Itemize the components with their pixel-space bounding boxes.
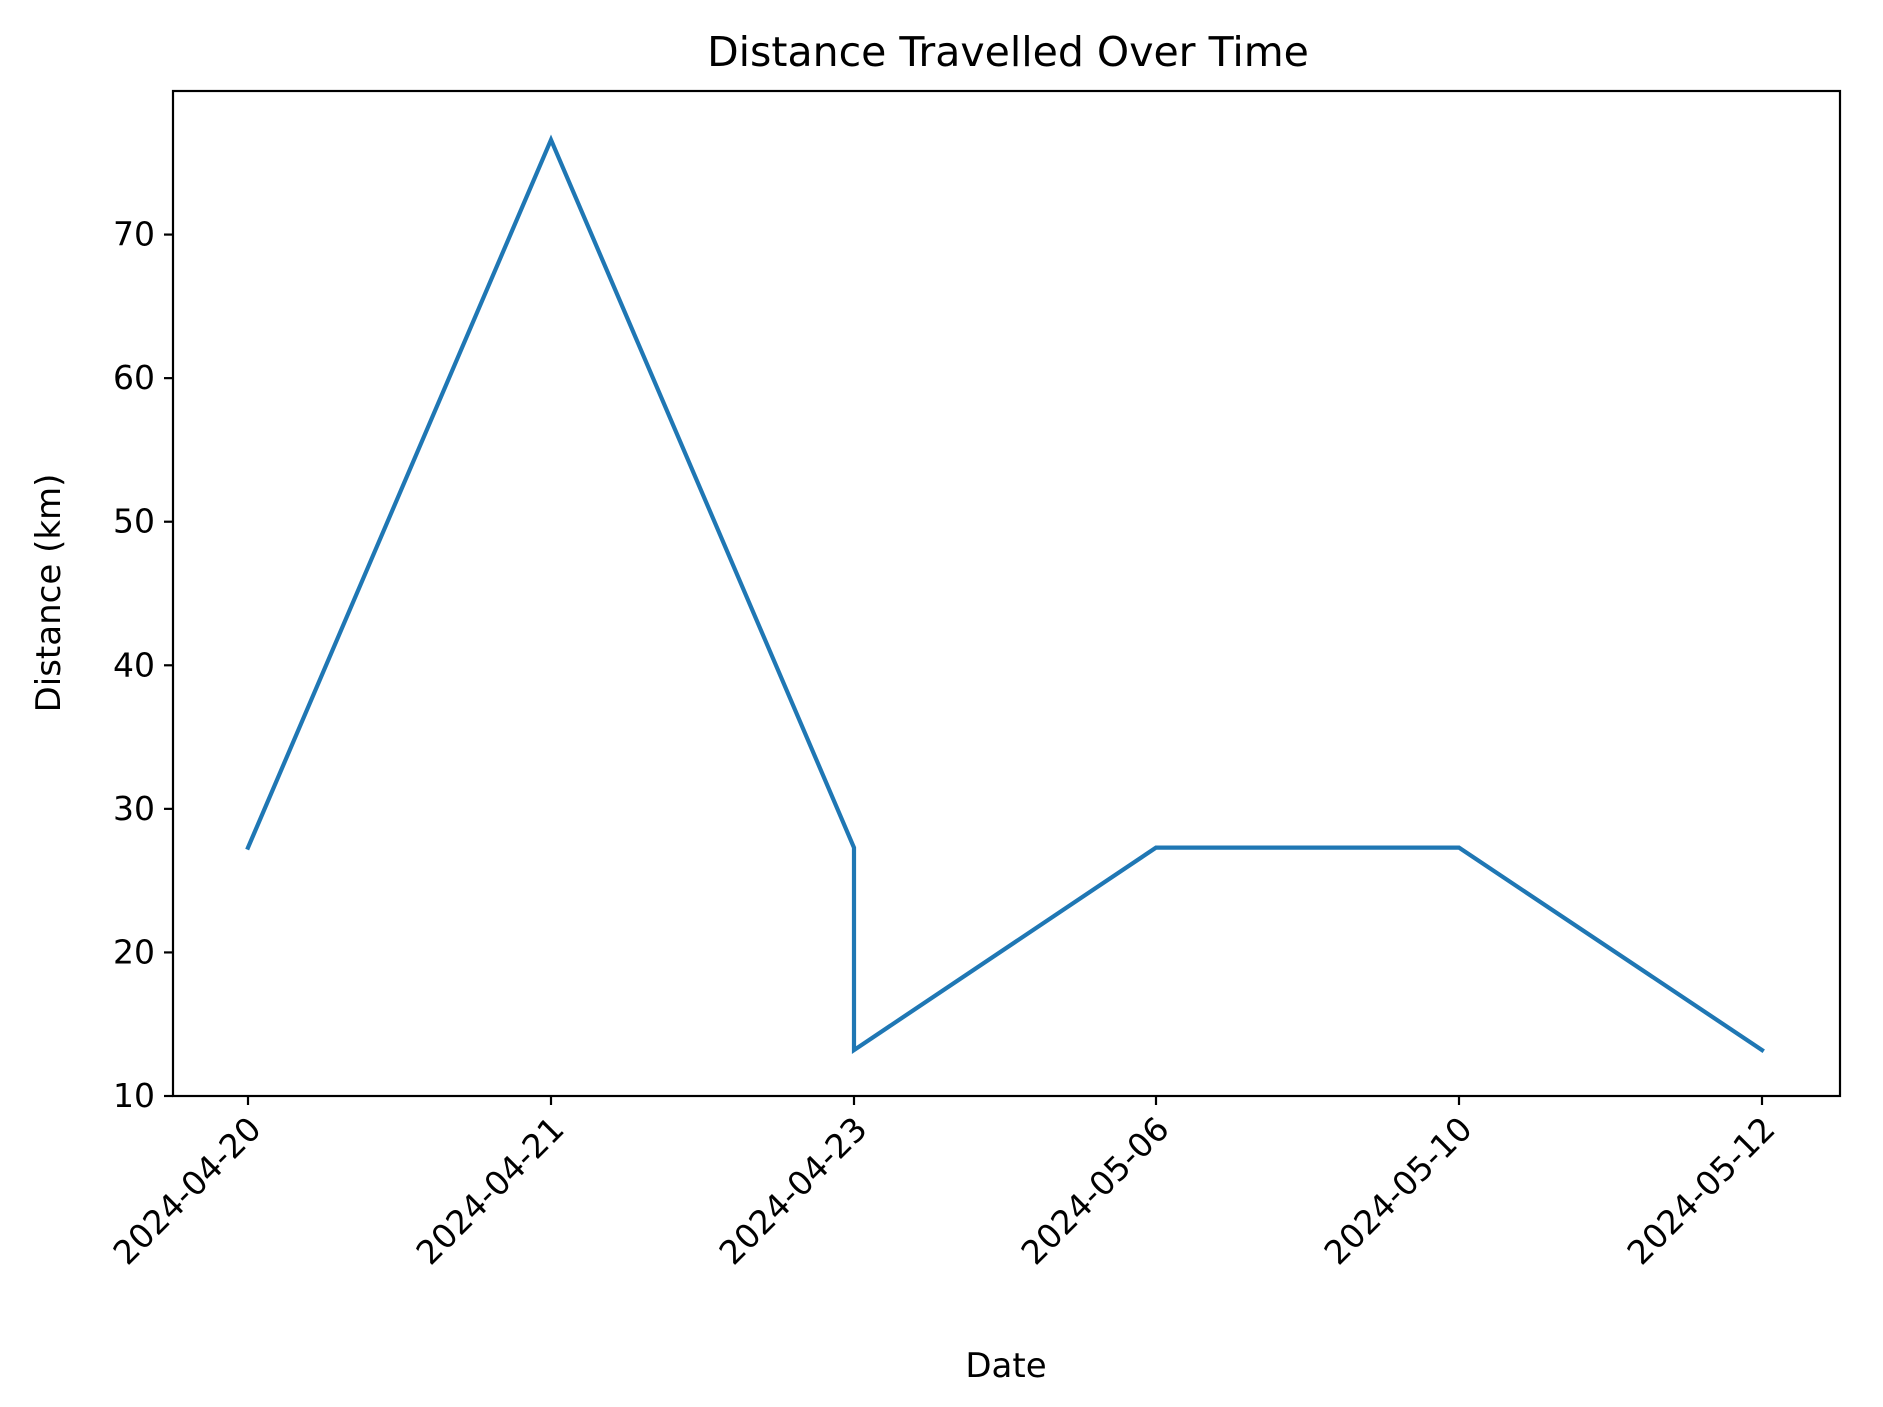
- x-tick-label: 2024-05-10: [1316, 1109, 1479, 1272]
- x-tick-label: 2024-04-20: [105, 1109, 268, 1272]
- y-axis: 10 20 30 40 50 60 70: [113, 215, 173, 1115]
- y-tick-label: 70: [113, 215, 155, 254]
- x-axis-label: Date: [965, 1346, 1046, 1386]
- series-line: [245, 134, 1765, 1054]
- y-tick-label: 40: [113, 645, 155, 684]
- y-tick-label: 50: [113, 502, 155, 541]
- y-tick-label: 10: [113, 1076, 155, 1115]
- x-tick-label: 2024-05-06: [1013, 1109, 1176, 1272]
- y-tick-label: 30: [113, 789, 155, 828]
- chart-title: Distance Travelled Over Time: [707, 28, 1309, 76]
- x-axis: 2024-04-20 2024-04-21 2024-04-23 2024-05-06…: [105, 1096, 1783, 1272]
- x-tick-label: 2024-04-21: [408, 1109, 571, 1272]
- plot-frame: [171, 89, 1842, 1098]
- x-tick-label: 2024-05-12: [1619, 1109, 1782, 1272]
- y-tick-label: 20: [113, 932, 155, 971]
- x-tick-label: 2024-04-23: [711, 1109, 874, 1272]
- y-tick-label: 60: [113, 358, 155, 397]
- series-layer: [245, 134, 1765, 1054]
- y-axis-label: Distance (km): [29, 474, 69, 713]
